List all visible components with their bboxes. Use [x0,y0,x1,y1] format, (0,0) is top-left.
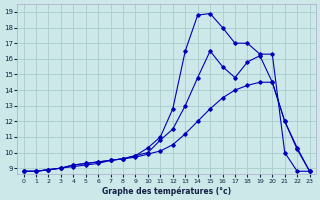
X-axis label: Graphe des températures (°c): Graphe des températures (°c) [102,186,231,196]
